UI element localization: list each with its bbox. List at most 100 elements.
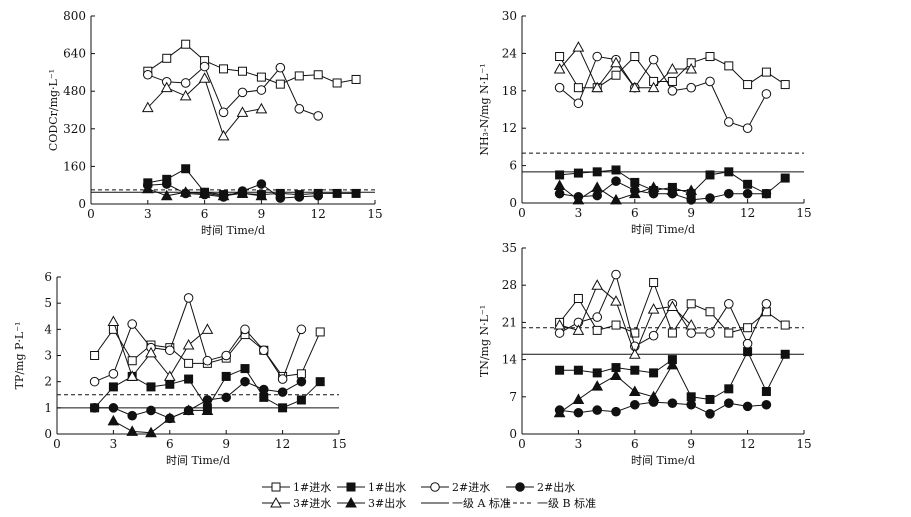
data-point-in2: [554, 82, 565, 93]
data-point-out2: [742, 401, 753, 412]
y-tick-label: 2: [44, 375, 52, 389]
x-tick-label: 3: [575, 437, 583, 451]
data-point-in2: [259, 345, 269, 356]
data-point-in2: [573, 98, 584, 109]
legend-item-in3: 3#进水: [262, 496, 331, 510]
data-point-out3: [107, 414, 120, 426]
data-point-out2: [161, 179, 172, 189]
data-point-out3: [141, 182, 154, 194]
legend-label: 2#进水: [452, 481, 490, 494]
data-point-in2: [761, 299, 772, 309]
data-point-out1: [743, 347, 753, 357]
legend-label: 1#进水: [293, 481, 331, 494]
y-tick-label: 800: [63, 9, 86, 23]
data-point-in3: [255, 102, 268, 114]
data-point-out2: [108, 403, 119, 413]
data-point-in1: [630, 52, 640, 62]
data-point-out3: [553, 406, 566, 418]
data-point-in1: [724, 61, 734, 71]
data-point-out1: [296, 395, 306, 405]
data-point-in3: [163, 370, 176, 381]
data-point-out1: [146, 382, 156, 392]
legend-item-in1: 1#进水: [262, 481, 331, 494]
data-point-out1: [278, 403, 288, 413]
legend-item-out3: 3#出水: [337, 496, 406, 510]
data-point-in1: [705, 307, 715, 317]
data-point-out3: [572, 393, 585, 404]
data-point-in2: [202, 355, 213, 366]
legend-label: 2#出水: [537, 480, 575, 494]
series-out3: [141, 182, 268, 201]
data-point-out3: [553, 179, 566, 191]
panel-nh3: 0 3 6 9 12 15 0 6 12 18 24 30 时间 Time/d NH₃-N/mg N·L⁻…: [478, 9, 812, 236]
data-point-in3: [685, 62, 698, 74]
data-point-out1: [184, 374, 194, 384]
x-tick-label: 6: [631, 206, 639, 220]
x-tick-label: 9: [687, 206, 695, 220]
series-in1: [143, 39, 361, 89]
data-point-out3: [145, 426, 157, 438]
data-point-in2: [199, 61, 210, 72]
data-point-in1: [667, 76, 677, 86]
x-axis-label: 时间 Time/d: [166, 454, 230, 467]
data-point-out2: [275, 193, 286, 203]
series-out2: [89, 376, 307, 424]
data-point-in2: [648, 330, 659, 341]
data-point-out1: [315, 377, 325, 387]
data-point-in2: [237, 87, 248, 98]
x-tick-label: 15: [796, 206, 811, 220]
data-point-in1: [780, 320, 790, 330]
data-point-out3: [610, 369, 622, 381]
data-point-in2: [611, 269, 621, 280]
data-point-in3: [572, 324, 585, 335]
legend-marker-in1: [271, 482, 281, 492]
data-point-in2: [296, 324, 307, 335]
legend-marker-out3: [345, 496, 357, 508]
data-point-in3: [610, 295, 622, 306]
y-tick-label: 6: [509, 159, 517, 173]
legend-marker-in2: [430, 482, 440, 492]
data-point-in2: [648, 54, 659, 65]
data-point-out3: [236, 187, 249, 198]
legend-item-stdA: 一级 A 标准: [421, 496, 511, 510]
x-tick-label: 12: [311, 207, 326, 221]
data-point-in2: [294, 104, 305, 114]
data-point-in2: [554, 328, 565, 338]
data-point-in3: [182, 339, 195, 350]
data-point-out1: [181, 164, 191, 174]
data-point-in2: [218, 107, 229, 118]
series-in2: [554, 51, 772, 133]
legend-label: 一级 A 标准: [452, 496, 511, 510]
x-tick-label: 12: [740, 437, 755, 451]
y-axis-label: CODCr/mg·L⁻¹: [47, 69, 60, 151]
data-point-in3: [591, 279, 604, 290]
data-point-in2: [705, 328, 715, 338]
data-point-in3: [107, 315, 120, 326]
data-point-in1: [761, 67, 771, 77]
legend-item-stdB: 一级 B 标准: [506, 496, 596, 510]
data-point-out3: [255, 189, 268, 201]
data-point-out1: [573, 168, 583, 178]
y-tick-label: 4: [44, 322, 52, 336]
data-point-out2: [705, 409, 715, 419]
series-line-in2: [559, 273, 767, 348]
data-point-out3: [647, 181, 660, 192]
data-point-out1: [705, 394, 715, 404]
data-point-out1: [240, 364, 250, 374]
legend-item-out1: 1#出水: [337, 480, 406, 494]
data-point-in3: [553, 62, 566, 74]
data-point-out2: [611, 406, 621, 417]
data-point-out2: [127, 410, 137, 421]
series-in1: [555, 52, 790, 93]
data-point-out3: [666, 358, 679, 370]
series-line-in1: [147, 43, 357, 85]
y-axis-label: NH₃-N/mg N·L⁻¹: [478, 63, 491, 155]
x-tick-label: 0: [53, 437, 61, 451]
data-point-in3: [179, 89, 192, 101]
data-point-out3: [217, 189, 230, 201]
data-point-out1: [780, 349, 790, 359]
data-point-out3: [591, 181, 604, 192]
data-point-in1: [315, 327, 325, 337]
series-in3: [553, 41, 698, 93]
legend-marker-in3: [270, 496, 282, 508]
